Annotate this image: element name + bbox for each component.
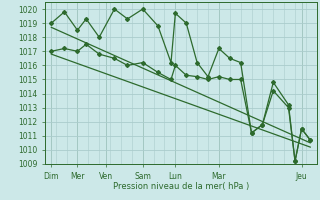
X-axis label: Pression niveau de la mer( hPa ): Pression niveau de la mer( hPa )	[113, 182, 249, 191]
